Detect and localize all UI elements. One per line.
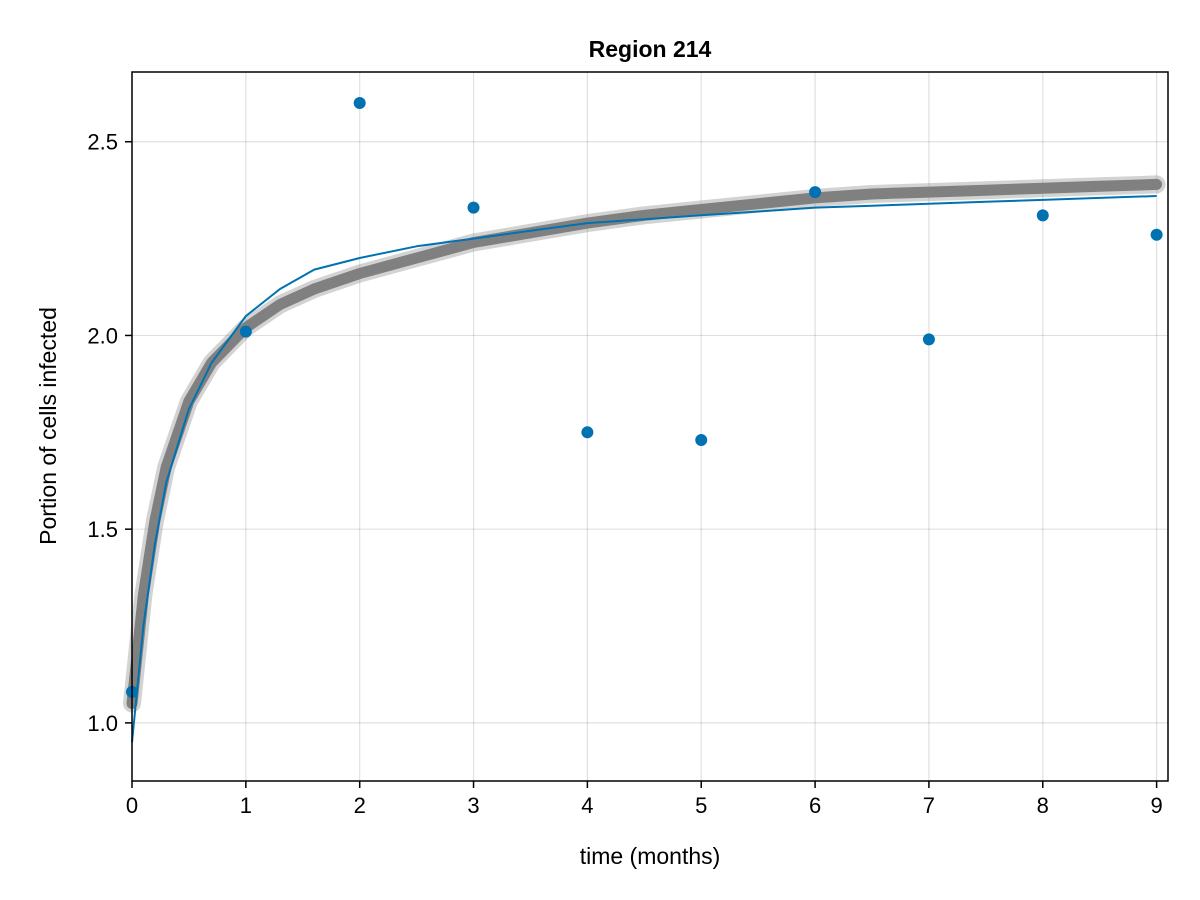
x-tick-label-0: 0	[126, 793, 138, 818]
y-tick-label-0: 1.0	[87, 711, 118, 736]
chart-title: Region 214	[589, 36, 712, 62]
x-tick-label-8: 8	[1037, 793, 1049, 818]
ensemble-band	[123, 175, 1166, 713]
data-point-5	[695, 434, 708, 447]
x-axis-label: time (months)	[580, 843, 721, 869]
fit-line	[131, 195, 1157, 743]
x-tick-label-4: 4	[581, 793, 593, 818]
x-tick-label-2: 2	[354, 793, 366, 818]
y-tick-label-3: 2.5	[87, 130, 118, 155]
x-axis-ticks: 0 1 2 3 4 5 6 7 8 9	[126, 781, 1163, 818]
data-point-3	[467, 201, 480, 214]
data-point-7	[922, 333, 935, 346]
fit-line-group	[131, 195, 1157, 743]
x-tick-label-1: 1	[240, 793, 252, 818]
x-tick-label-3: 3	[467, 793, 479, 818]
data-point-8	[1036, 209, 1049, 222]
x-tick-label-5: 5	[695, 793, 707, 818]
y-axis-ticks: 1.0 1.5 2.0 2.5	[87, 130, 132, 736]
ensemble-band-core	[126, 178, 1163, 709]
x-tick-label-6: 6	[809, 793, 821, 818]
y-tick-label-2: 2.0	[87, 323, 118, 348]
data-point-4	[581, 426, 594, 439]
x-tick-label-7: 7	[923, 793, 935, 818]
data-point-9	[1150, 228, 1163, 241]
y-axis-label: Portion of cells infected	[35, 307, 61, 545]
data-point-2	[353, 96, 366, 109]
data-point-1	[239, 325, 252, 338]
y-tick-label-1: 1.5	[87, 517, 118, 542]
data-point-6	[809, 186, 822, 199]
plot-frame	[131, 71, 1169, 782]
x-tick-label-9: 9	[1150, 793, 1162, 818]
